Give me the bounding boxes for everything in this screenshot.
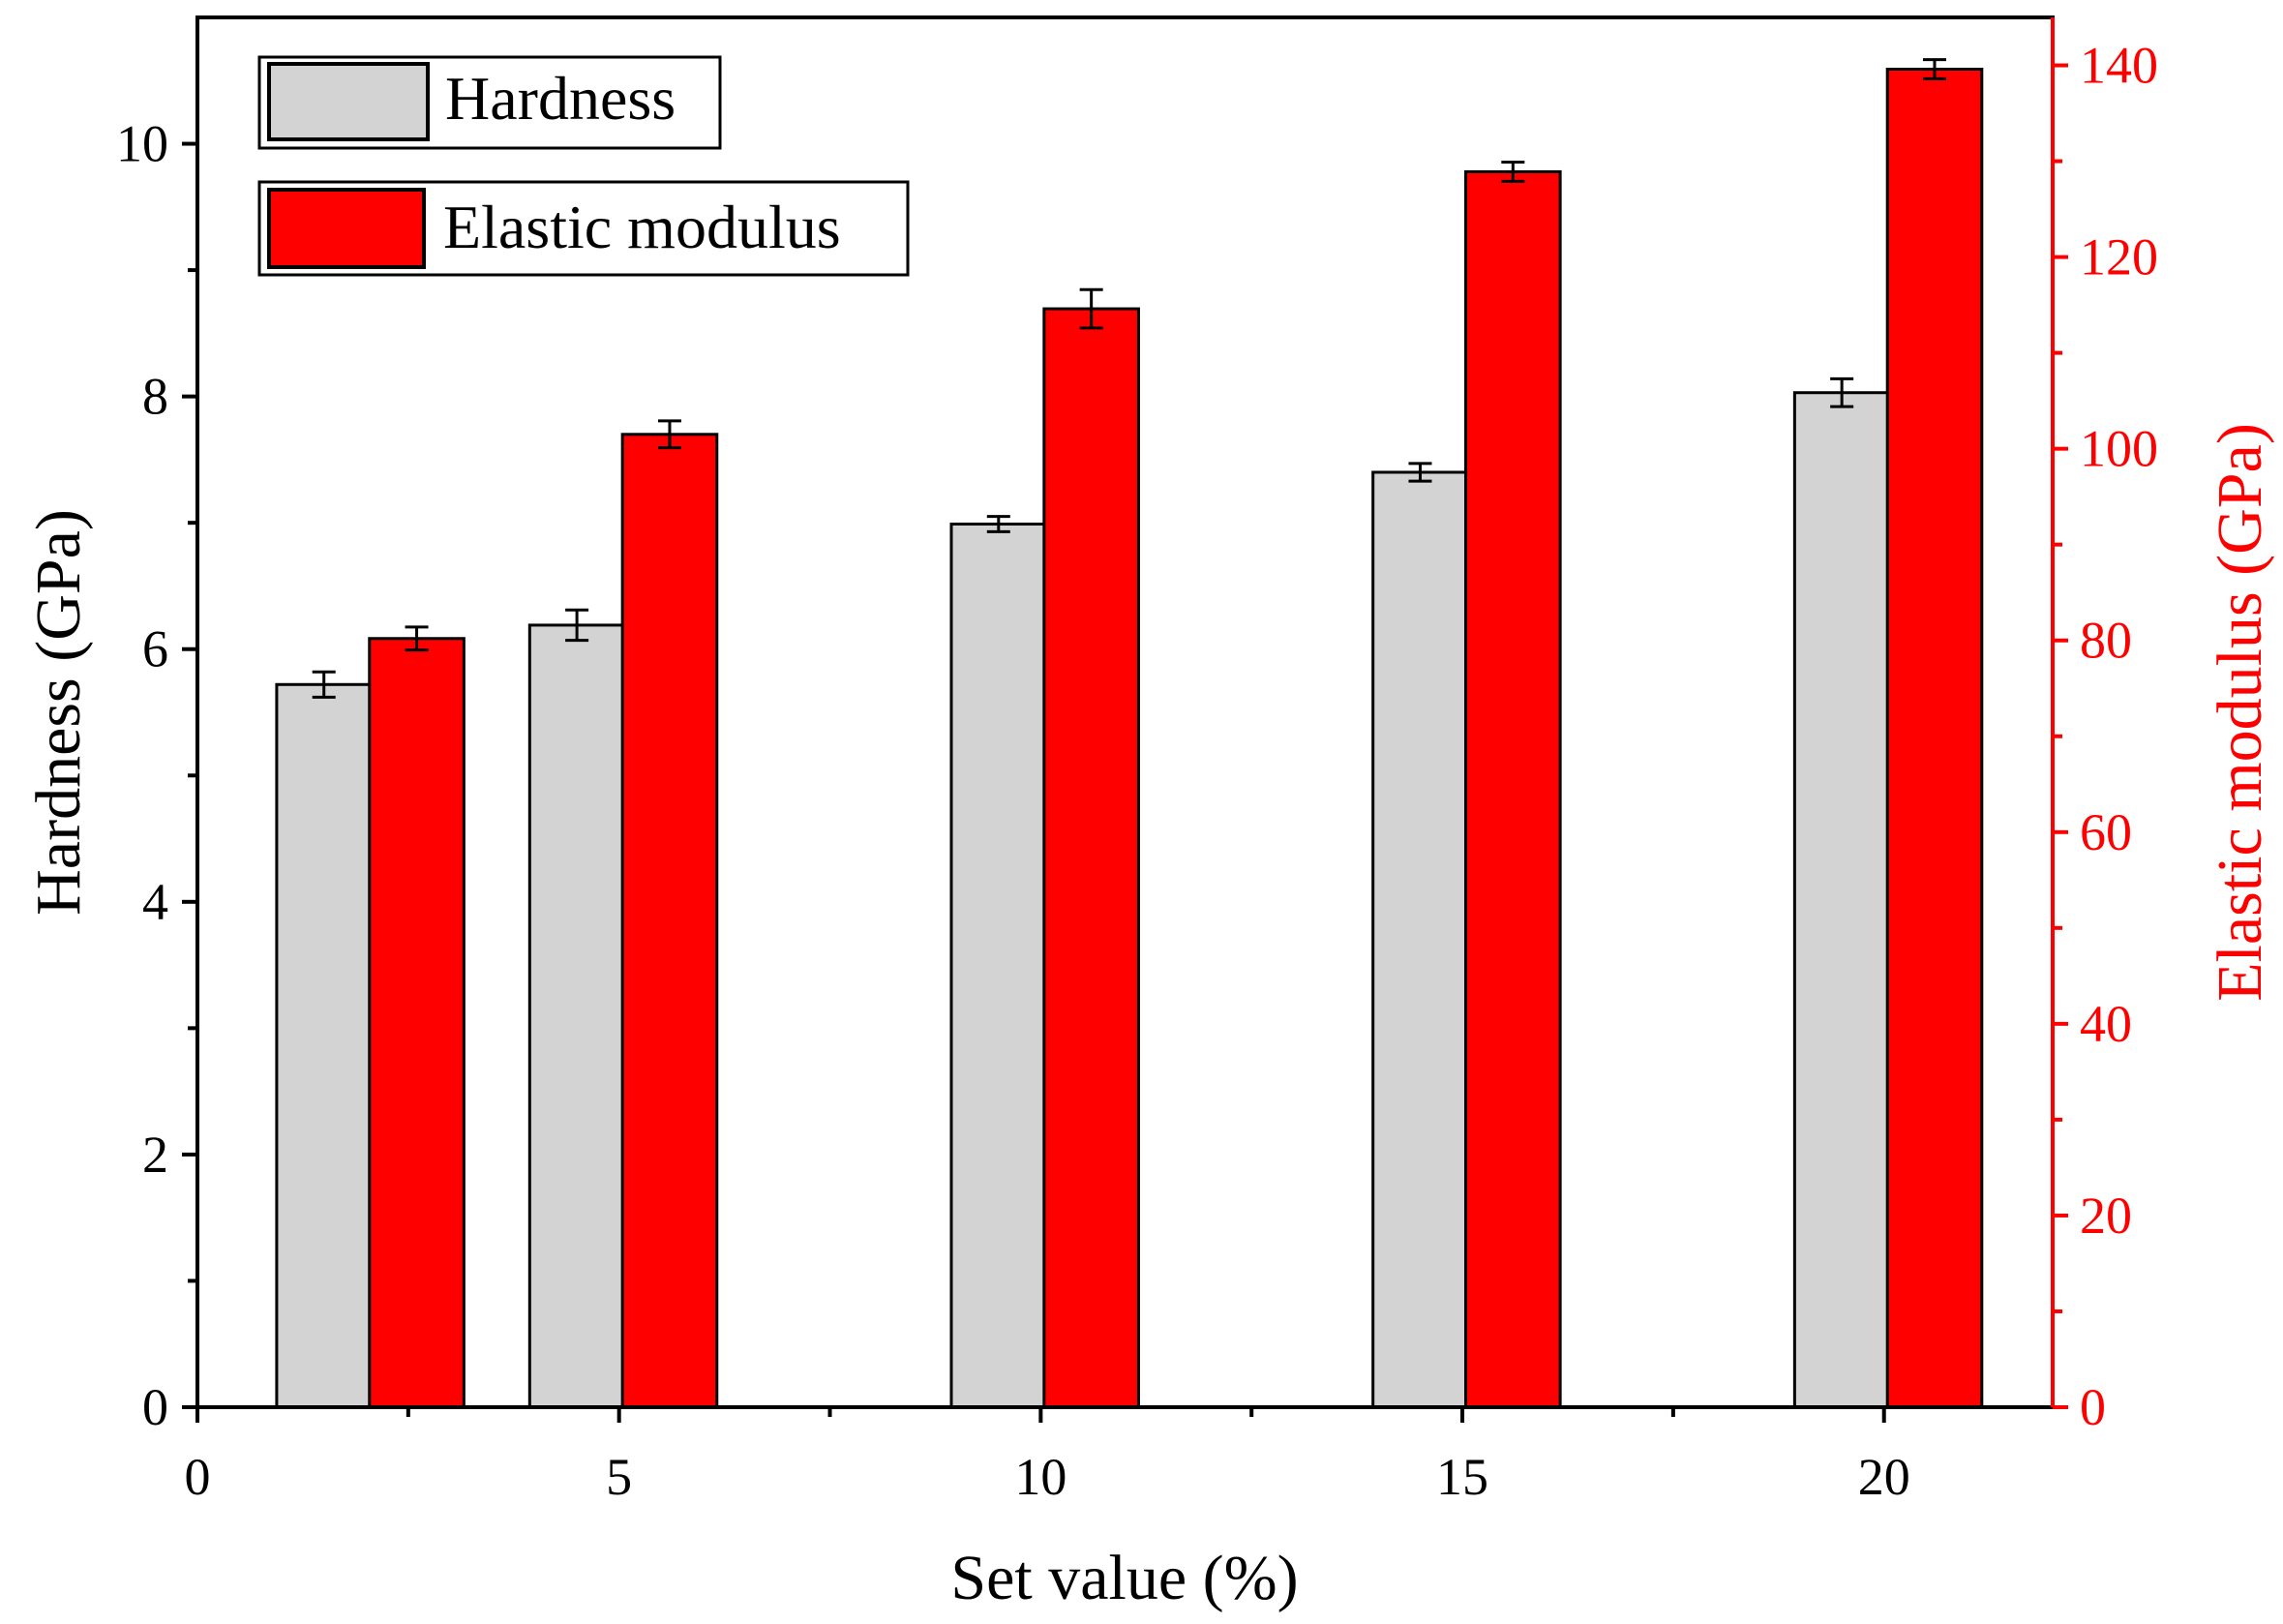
hardness-bar xyxy=(527,623,626,1409)
y2-tick-label: 0 xyxy=(2080,1378,2106,1436)
y2-tick-label: 120 xyxy=(2080,228,2158,286)
elastic-modulus-bar xyxy=(1042,307,1140,1409)
y-tick-label: 10 xyxy=(116,115,168,173)
elastic-modulus-bar xyxy=(368,637,466,1409)
y2-tick-label: 100 xyxy=(2080,420,2158,478)
hardness-bar xyxy=(949,522,1048,1409)
y-tick-label: 0 xyxy=(142,1378,168,1436)
legend: Hardness Elastic modulus xyxy=(257,55,910,277)
y2-tick-label: 20 xyxy=(2080,1187,2132,1245)
y-tick-label: 4 xyxy=(142,873,168,931)
legend-label-hardness: Hardness xyxy=(445,64,676,133)
legend-label-elastic-modulus: Elastic modulus xyxy=(443,193,841,261)
y-tick-label: 8 xyxy=(142,368,168,426)
y2-tick-label: 60 xyxy=(2080,803,2132,861)
y2-tick-label: 80 xyxy=(2080,612,2132,670)
hardness-bar xyxy=(1371,470,1469,1409)
y2-tick-label: 40 xyxy=(2080,995,2132,1053)
x-tick-label: 5 xyxy=(606,1448,632,1506)
elastic-modulus-bar xyxy=(1464,169,1562,1409)
y2-axis-label: Elastic modulus (GPa) xyxy=(2205,423,2275,1002)
x-axis-label: Set value (%) xyxy=(950,1543,1298,1613)
y-tick-label: 2 xyxy=(142,1126,168,1184)
y-tick-label: 6 xyxy=(142,620,168,678)
hardness-bar xyxy=(1792,391,1891,1409)
x-tick-label: 0 xyxy=(185,1448,211,1506)
hardness-bar xyxy=(275,682,374,1409)
legend-swatch-elastic-modulus xyxy=(267,188,426,269)
legend-swatch-hardness xyxy=(267,62,430,141)
y-axis-label: Hardness (GPa) xyxy=(23,509,94,916)
axes-layer xyxy=(195,15,2055,1409)
x-tick-label: 10 xyxy=(1014,1448,1066,1506)
elastic-modulus-bar xyxy=(620,433,719,1409)
x-tick-label: 15 xyxy=(1436,1448,1488,1506)
x-tick-label: 20 xyxy=(1858,1448,1910,1506)
y2-tick-label: 140 xyxy=(2080,37,2158,95)
elastic-modulus-bar xyxy=(1885,67,1984,1409)
bars-layer xyxy=(275,58,1984,1409)
